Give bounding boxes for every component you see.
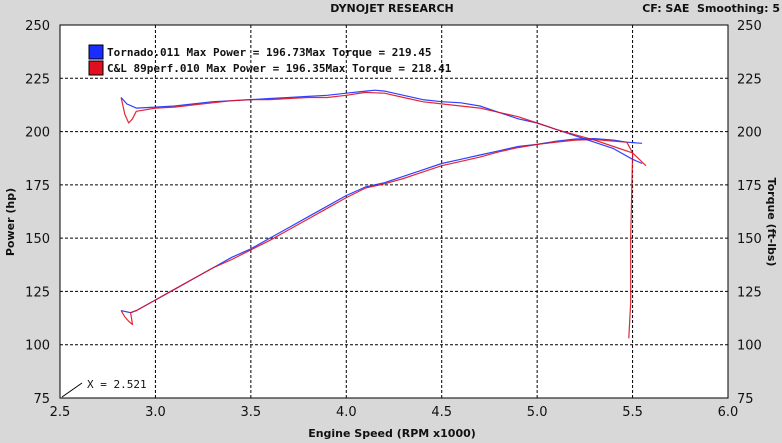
chart-title: DYNOJET RESEARCH: [330, 2, 453, 15]
y-tick-label-left: 100: [25, 339, 50, 354]
x-tick-label: 2.5: [50, 405, 71, 420]
y-tick-label-left: 150: [25, 232, 50, 247]
series-line-c-l-89perf-010-power: [120, 138, 634, 339]
y-tick-label-left: 250: [25, 19, 50, 34]
y-tick-label-right: 250: [737, 19, 762, 34]
x-tick-label: 5.0: [527, 405, 548, 420]
y-tick-label-left: 225: [25, 72, 50, 87]
y-tick-label-right: 125: [737, 285, 762, 300]
x-axis-label: Engine Speed (RPM x1000): [308, 427, 476, 440]
x-tick-label: 4.0: [336, 405, 357, 420]
y-axis-label-right: Torque (ft-lbs): [765, 178, 778, 267]
y-tick-label-right: 150: [737, 232, 762, 247]
plot-frame: [59, 24, 729, 399]
cursor-readout-label: X = 2.521: [87, 378, 147, 391]
legend: Tornado.011 Max Power = 196.73Max Torque…: [88, 44, 452, 76]
y-tick-label-right: 225: [737, 72, 762, 87]
y-tick-label-left: 75: [33, 392, 50, 407]
x-tick-label: 5.5: [622, 405, 643, 420]
legend-swatch-red: [88, 60, 104, 76]
y-tick-label-right: 75: [737, 392, 754, 407]
cursor-readout-line: [61, 382, 83, 398]
legend-entry-red: C&L 89perf.010 Max Power = 196.35Max Tor…: [107, 62, 452, 75]
legend-swatch-blue: [88, 44, 104, 60]
y-tick-label-right: 100: [737, 339, 762, 354]
x-tick-label: 3.5: [241, 405, 262, 420]
y-tick-label-left: 175: [25, 179, 50, 194]
series-lines: [120, 89, 647, 339]
y-tick-label-left: 125: [25, 285, 50, 300]
y-tick-label-left: 200: [25, 126, 50, 141]
y-tick-label-right: 175: [737, 179, 762, 194]
series-line-c-l-89perf-010-torque: [120, 91, 647, 167]
y-tick-label-right: 200: [737, 126, 762, 141]
plot-area: [59, 24, 729, 399]
x-tick-label: 3.0: [145, 405, 166, 420]
x-tick-label: 6.0: [718, 405, 739, 420]
y-axis-label-left: Power (hp): [4, 188, 17, 256]
x-tick-label: 4.5: [431, 405, 452, 420]
cursor-readout: X = 2.521: [61, 378, 147, 398]
legend-entry-blue: Tornado.011 Max Power = 196.73Max Torque…: [107, 46, 432, 59]
chart-settings: CF: SAE Smoothing: 5: [642, 2, 780, 15]
